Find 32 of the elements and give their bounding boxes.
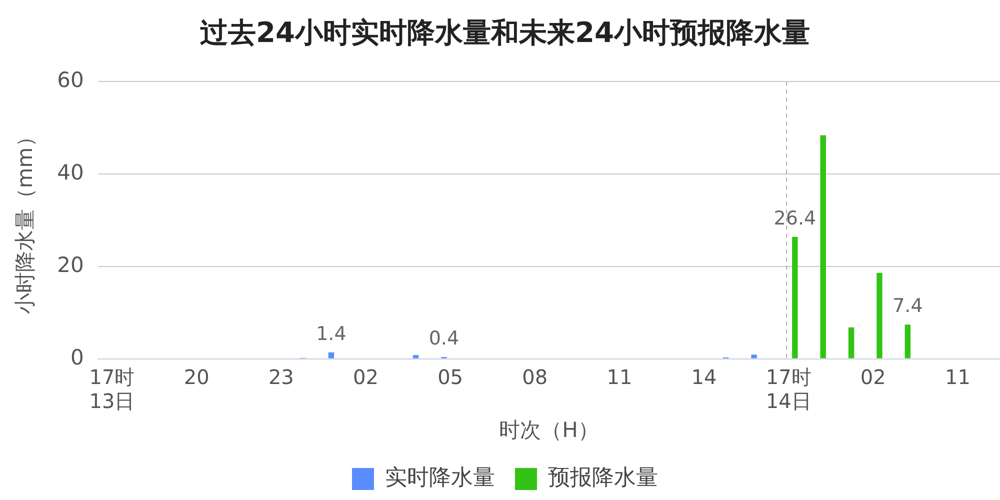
bar: [792, 236, 798, 358]
bar: [876, 272, 882, 358]
x-tick-label: 11: [944, 365, 970, 390]
x-tick-label: 20: [184, 365, 210, 390]
x-tick-label: 11: [606, 365, 632, 390]
x-tick-label: 14: [691, 365, 717, 390]
x-tick-label: 05: [438, 365, 464, 390]
bar: [904, 324, 911, 358]
x-tick-label: 08: [522, 365, 548, 390]
data-label: 0.4: [428, 327, 460, 350]
bar: [848, 327, 854, 358]
data-label: 26.4: [774, 207, 816, 230]
bar: [328, 352, 334, 358]
legend-label: 实时降水量: [385, 466, 495, 491]
x-tick-label: 17时 13日: [89, 365, 135, 414]
x-axis-title: 时次（H）: [499, 418, 599, 442]
x-tick-label: 02: [860, 365, 886, 390]
bar: [751, 354, 757, 358]
y-tick-label: 40: [57, 160, 84, 184]
x-tick-label: 02: [353, 365, 378, 390]
y-tick-label: 60: [57, 68, 84, 92]
x-tick-label: 23: [268, 365, 294, 390]
bar: [412, 355, 419, 358]
y-tick-label: 20: [57, 252, 84, 277]
data-label: 1.4: [316, 322, 346, 345]
bar: [820, 135, 826, 358]
legend-label: 预报降水量: [548, 466, 658, 491]
data-label: 7.4: [892, 295, 923, 318]
chart-title: 过去24小时实时降水量和未来24小时预报降水量: [199, 16, 810, 50]
x-tick-label: 17时 14日: [766, 365, 812, 414]
y-axis-title: 小时降水量（mm）: [13, 126, 38, 314]
y-tick-label: 0: [70, 345, 84, 370]
